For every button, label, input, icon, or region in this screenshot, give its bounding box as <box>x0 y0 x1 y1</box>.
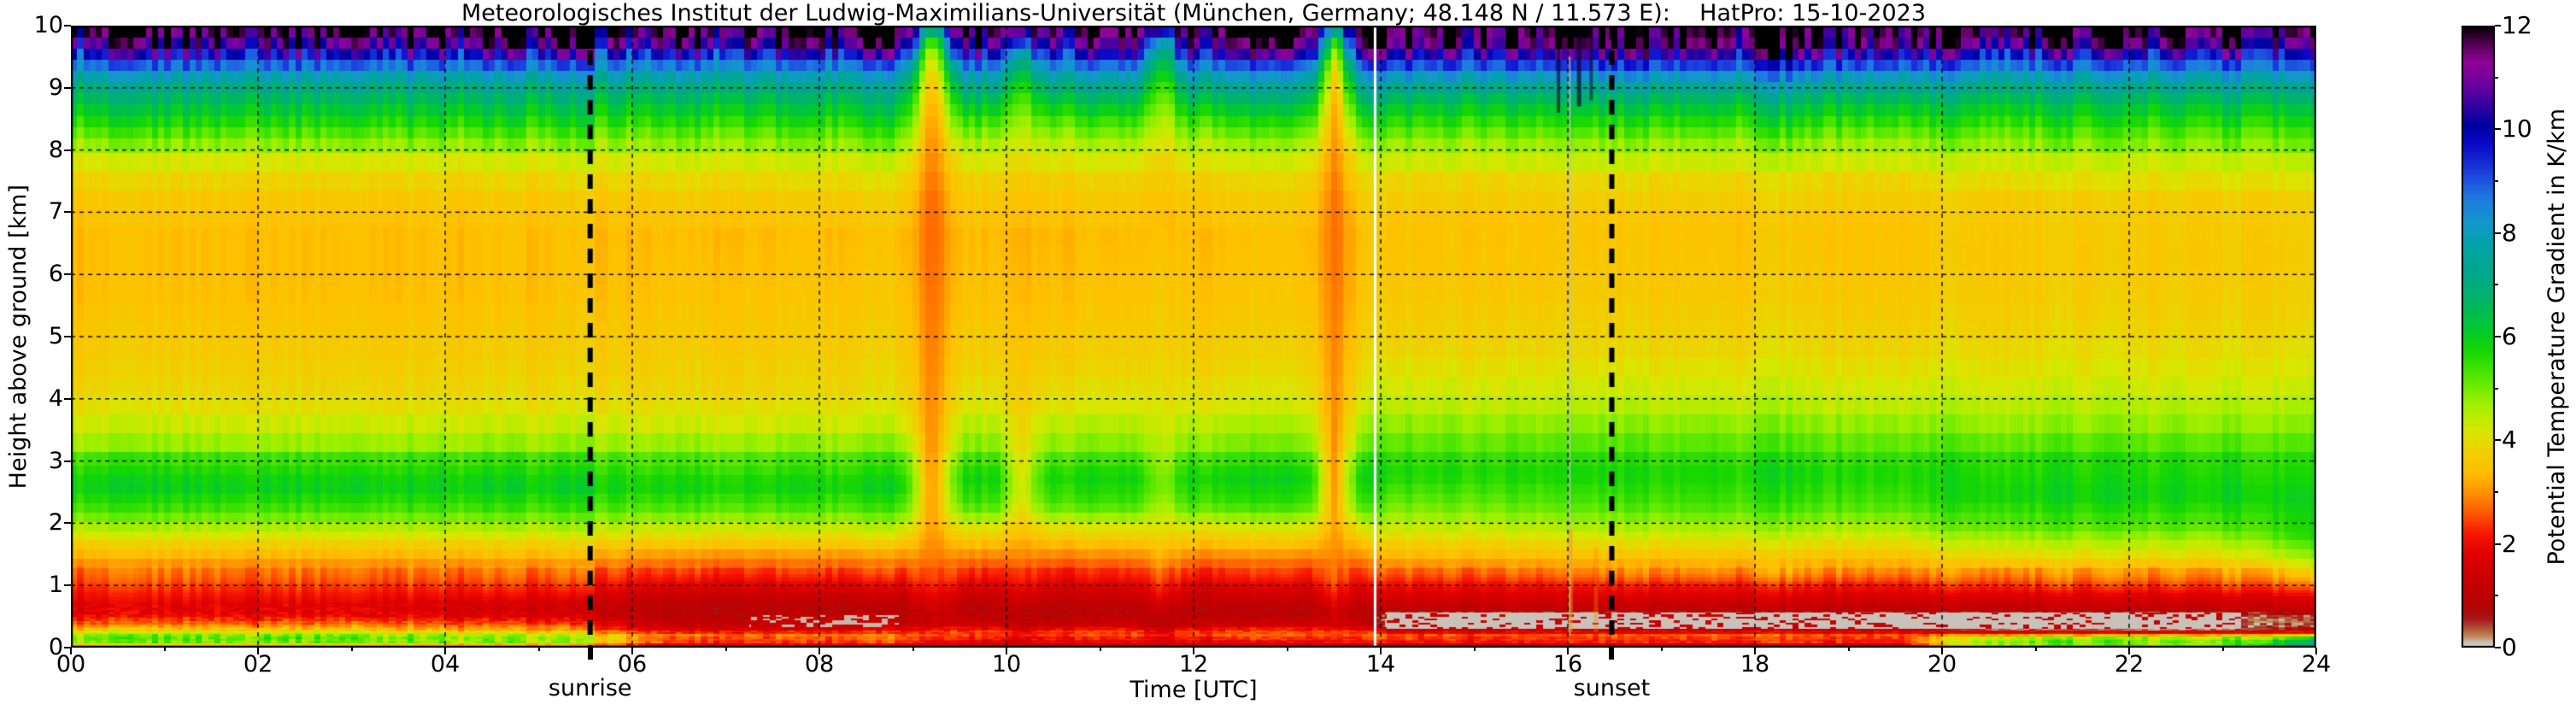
y-tick-label: 6 <box>48 261 63 288</box>
x-tick-label: 06 <box>617 651 648 678</box>
colorbar-major-tick <box>2495 25 2501 26</box>
x-minor-tick <box>1847 648 1850 651</box>
y-tick-label: 3 <box>48 447 63 474</box>
colorbar <box>2462 26 2495 648</box>
sunset-label: sunset <box>1573 675 1651 701</box>
x-tick-label: 18 <box>1740 651 1770 678</box>
sunrise-axis-mark <box>587 646 593 660</box>
colorbar-label-wrap: Potential Temperature Gradient in K/km <box>2539 26 2573 648</box>
sunset-axis-mark <box>1609 646 1615 660</box>
x-minor-tick <box>1286 648 1288 651</box>
colorbar-tick-label: 12 <box>2502 11 2532 39</box>
x-minor-tick <box>537 648 540 651</box>
x-tick-label: 10 <box>991 651 1022 678</box>
colorbar-minor-tick <box>2495 595 2498 597</box>
y-major-tick <box>64 460 71 462</box>
x-major-tick <box>257 648 259 654</box>
colorbar-label: Potential Temperature Gradient in K/km <box>2543 108 2570 566</box>
x-tick-label: 00 <box>56 651 86 678</box>
x-major-tick <box>631 648 633 654</box>
x-minor-tick <box>1660 648 1663 651</box>
x-minor-tick <box>912 648 914 651</box>
colorbar-major-tick <box>2495 336 2501 337</box>
x-tick-label: 14 <box>1365 651 1396 678</box>
y-major-tick <box>64 522 71 525</box>
x-tick-label: 02 <box>243 651 273 678</box>
y-major-tick <box>64 211 71 214</box>
x-major-tick <box>1754 648 1756 654</box>
y-major-tick <box>64 273 71 276</box>
y-major-tick <box>64 647 71 648</box>
colorbar-major-tick <box>2495 439 2501 442</box>
colorbar-minor-tick <box>2495 284 2498 286</box>
x-minor-tick <box>163 648 166 651</box>
y-tick-label: 10 <box>33 12 63 38</box>
x-major-tick <box>444 648 446 654</box>
x-major-tick <box>819 648 820 654</box>
x-major-tick <box>1567 648 1569 654</box>
x-tick-label: 16 <box>1552 651 1583 678</box>
colorbar-major-tick <box>2495 232 2501 234</box>
y-major-tick <box>64 397 71 400</box>
x-minor-tick <box>1099 648 1101 651</box>
y-tick-label: 7 <box>48 198 63 226</box>
y-tick-label: 2 <box>48 509 63 537</box>
x-minor-tick <box>2034 648 2037 651</box>
y-tick-label: 1 <box>48 572 63 599</box>
x-major-tick <box>70 648 72 654</box>
colorbar-minor-tick <box>2495 180 2498 182</box>
heatmap-canvas <box>71 26 2316 648</box>
x-axis-label: Time [UTC] <box>1130 677 1258 703</box>
x-major-tick <box>2128 648 2130 654</box>
x-minor-tick <box>2221 648 2224 651</box>
chart-title: Meteorologisches Institut der Ludwig-Max… <box>461 0 1927 26</box>
x-major-tick <box>1941 648 1943 654</box>
y-major-tick <box>64 336 71 337</box>
y-major-tick <box>64 584 71 587</box>
x-tick-label: 22 <box>2114 651 2145 678</box>
colorbar-tick-label: 10 <box>2502 114 2532 144</box>
x-major-tick <box>1380 648 1382 654</box>
colorbar-tick-label: 2 <box>2502 529 2517 558</box>
colorbar-major-tick <box>2495 647 2501 648</box>
colorbar-minor-tick <box>2495 491 2498 493</box>
y-major-tick <box>64 25 71 26</box>
x-major-tick <box>1006 648 1007 654</box>
y-tick-label: 0 <box>48 634 63 660</box>
x-tick-label: 08 <box>804 651 835 678</box>
y-major-tick <box>64 86 71 89</box>
colorbar-tick-label: 6 <box>2502 322 2517 350</box>
sunrise-label: sunrise <box>548 675 632 701</box>
x-tick-label: 12 <box>1178 651 1209 678</box>
colorbar-tick-label: 8 <box>2502 218 2517 247</box>
x-minor-tick <box>1473 648 1476 651</box>
colorbar-major-tick <box>2495 543 2501 545</box>
y-major-tick <box>64 149 71 151</box>
y-tick-label: 8 <box>48 136 63 163</box>
y-tick-label: 5 <box>48 323 63 349</box>
x-tick-label: 04 <box>430 651 461 678</box>
y-tick-label: 4 <box>48 384 63 412</box>
x-major-tick <box>1193 648 1194 654</box>
y-tick-label: 9 <box>48 73 63 101</box>
x-minor-tick <box>350 648 353 651</box>
x-minor-tick <box>725 648 727 651</box>
x-tick-label: 24 <box>2301 651 2332 678</box>
colorbar-tick-label: 0 <box>2502 633 2517 661</box>
x-major-tick <box>2315 648 2317 654</box>
colorbar-major-tick <box>2495 128 2501 131</box>
x-tick-label: 20 <box>1927 651 1957 678</box>
colorbar-minor-tick <box>2495 76 2498 79</box>
colorbar-tick-label: 4 <box>2502 425 2517 455</box>
colorbar-minor-tick <box>2495 387 2498 390</box>
